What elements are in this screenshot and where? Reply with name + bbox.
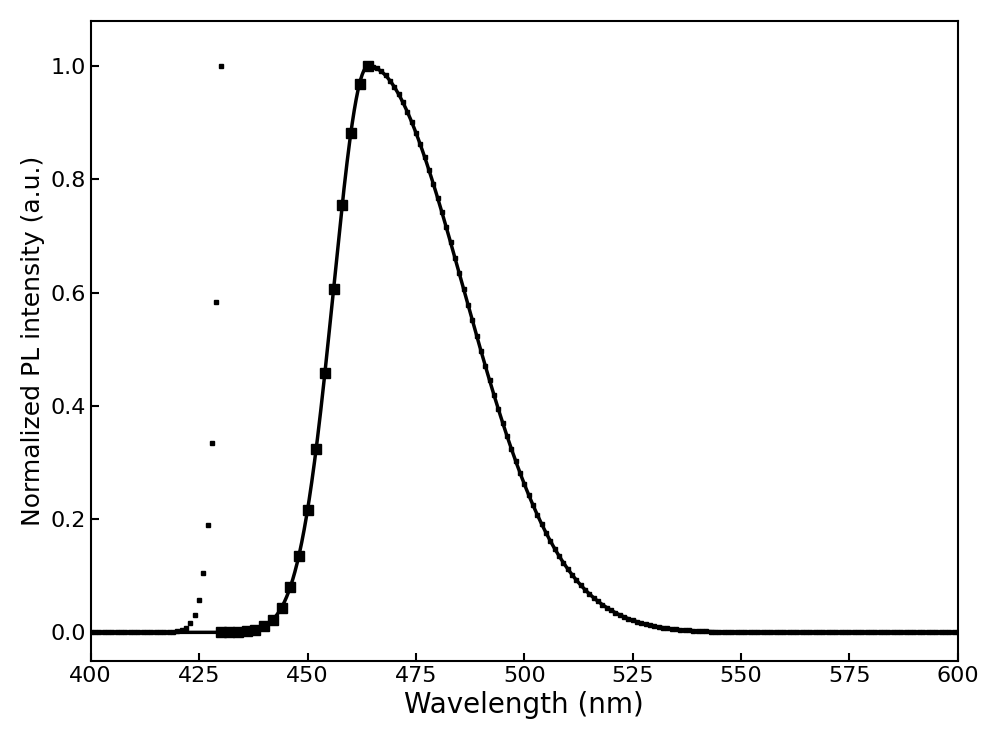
Y-axis label: Normalized PL intensity (a.u.): Normalized PL intensity (a.u.)	[21, 155, 45, 526]
X-axis label: Wavelength (nm): Wavelength (nm)	[404, 691, 644, 719]
